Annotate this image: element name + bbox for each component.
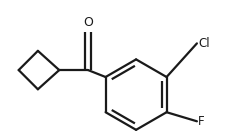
Text: O: O	[83, 16, 93, 29]
Text: F: F	[198, 115, 205, 128]
Text: Cl: Cl	[198, 37, 210, 50]
